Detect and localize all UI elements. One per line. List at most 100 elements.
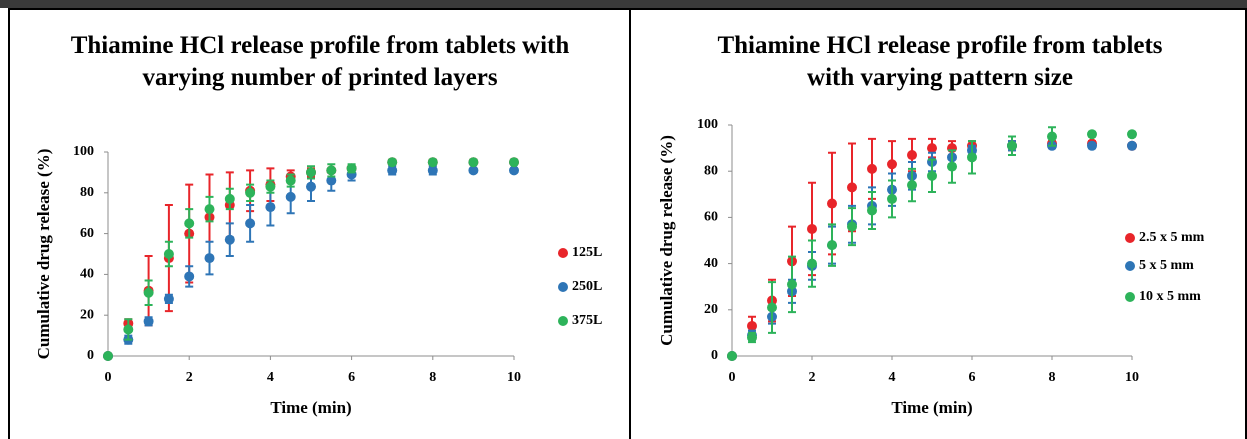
- x-tick-label: 0: [729, 370, 736, 385]
- data-point: [204, 204, 215, 215]
- data-point: [224, 234, 235, 245]
- data-point: [306, 181, 316, 192]
- data-point: [184, 271, 195, 282]
- data-point: [103, 351, 113, 361]
- data-point: [285, 191, 296, 202]
- legend-marker: [558, 316, 568, 326]
- legend-marker: [558, 248, 568, 258]
- data-point: [265, 202, 276, 213]
- data-point: [509, 165, 519, 176]
- y-tick-label: 40: [704, 256, 718, 271]
- legend-label: 125L: [572, 245, 602, 260]
- data-point: [967, 152, 977, 163]
- x-tick-label: 2: [809, 370, 816, 385]
- y-tick-label: 0: [87, 348, 94, 363]
- data-point: [184, 218, 195, 229]
- data-point: [346, 163, 357, 174]
- data-point: [468, 165, 479, 176]
- data-point: [427, 165, 438, 176]
- data-point: [847, 221, 857, 232]
- data-point: [143, 316, 154, 327]
- data-point: [1127, 140, 1137, 151]
- data-point: [1047, 131, 1057, 142]
- data-point: [123, 324, 134, 335]
- x-tick-label: 0: [105, 370, 112, 385]
- data-point: [163, 249, 174, 259]
- chart-title: Thiamine HCl release profile from tablet…: [70, 32, 570, 91]
- data-point: [387, 165, 398, 176]
- data-point: [907, 150, 917, 161]
- data-point: [847, 182, 857, 193]
- x-tick-label: 10: [507, 370, 521, 385]
- y-tick-label: 60: [704, 210, 718, 225]
- y-tick-label: 40: [80, 267, 94, 282]
- data-point: [306, 167, 316, 178]
- data-point: [245, 187, 256, 198]
- data-point: [163, 293, 174, 304]
- x-tick-label: 4: [267, 370, 274, 385]
- data-point: [727, 351, 737, 361]
- data-point: [326, 165, 337, 176]
- x-tick-label: 2: [186, 370, 193, 385]
- chart-title: Thiamine HCl release profile from tablet…: [717, 32, 1163, 91]
- data-point: [807, 258, 817, 269]
- x-tick-label: 10: [1125, 370, 1139, 385]
- data-point: [827, 240, 837, 251]
- data-point: [1007, 140, 1017, 151]
- legend-label: 5 x 5 mm: [1139, 258, 1194, 273]
- x-axis-label: Time (min): [891, 398, 972, 417]
- x-tick-label: 4: [889, 370, 896, 385]
- panel-border: [629, 8, 1247, 439]
- photo-strip: [0, 0, 1247, 8]
- data-point: [907, 180, 917, 191]
- y-tick-label: 0: [711, 348, 718, 363]
- x-tick-label: 8: [429, 370, 436, 385]
- data-point: [767, 302, 777, 313]
- data-point: [387, 157, 398, 168]
- data-point: [204, 253, 215, 264]
- data-point: [807, 223, 817, 234]
- y-tick-label: 60: [80, 226, 94, 241]
- data-point: [224, 193, 235, 204]
- data-point: [747, 332, 757, 343]
- data-point: [887, 193, 897, 204]
- y-tick-label: 100: [697, 117, 718, 132]
- y-tick-label: 20: [80, 307, 94, 322]
- x-tick-label: 8: [1049, 370, 1056, 385]
- data-point: [787, 279, 797, 290]
- data-point: [1087, 140, 1097, 151]
- data-point: [285, 175, 296, 186]
- data-point: [509, 157, 519, 168]
- data-point: [927, 143, 937, 154]
- x-axis-label: Time (min): [270, 398, 351, 417]
- y-axis-label: Cumulative drug release (%): [34, 149, 53, 360]
- legend-marker: [1125, 233, 1135, 243]
- data-point: [827, 198, 837, 209]
- legend-label: 2.5 x 5 mm: [1139, 230, 1205, 245]
- y-tick-label: 80: [704, 163, 718, 178]
- y-tick-label: 80: [80, 185, 94, 200]
- data-point: [927, 170, 937, 181]
- y-tick-label: 20: [704, 302, 718, 317]
- x-tick-label: 6: [969, 370, 976, 385]
- legend-marker: [1125, 261, 1135, 271]
- data-point: [245, 218, 256, 229]
- data-point: [1127, 129, 1137, 140]
- legend-label: 10 x 5 mm: [1139, 289, 1201, 304]
- legend-label: 250L: [572, 279, 602, 294]
- data-point: [887, 159, 897, 170]
- data-point: [265, 181, 276, 192]
- data-point: [947, 161, 957, 172]
- data-point: [143, 287, 154, 298]
- data-point: [468, 157, 479, 168]
- legend-marker: [1125, 292, 1135, 302]
- data-point: [747, 320, 757, 331]
- data-point: [867, 163, 877, 174]
- legend-marker: [558, 282, 568, 292]
- data-point: [1087, 129, 1097, 140]
- data-point: [427, 157, 438, 168]
- data-point: [867, 205, 877, 216]
- x-tick-label: 6: [348, 370, 355, 385]
